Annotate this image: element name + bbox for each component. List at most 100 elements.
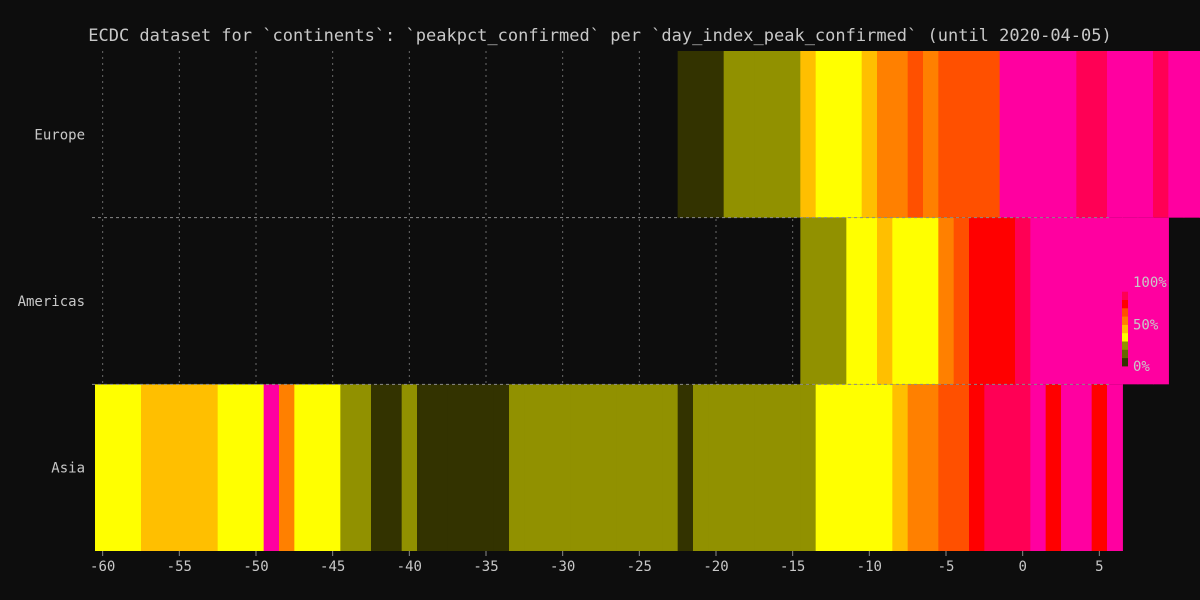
heatmap-cell [1061,217,1077,385]
colorbar-swatch [1122,324,1128,334]
heatmap-cell [570,384,587,551]
heatmap-cell [1153,217,1169,385]
heatmap-cell [1015,51,1031,218]
heatmap-cell [969,217,985,385]
heatmap-cell [141,384,157,551]
heatmap-cell [785,51,801,218]
heatmap-cell [938,217,955,385]
row-labels: Europe Americas Asia [18,127,85,476]
heatmap-cell [401,384,418,551]
x-tick-label: -35 [473,559,498,575]
heatmap-cell [1137,51,1154,218]
heatmap-cell [171,384,188,551]
heatmap-cell [999,217,1016,385]
heatmap-cell [984,384,1001,551]
heatmap-cell [800,384,817,551]
x-axis: -60 -55 -50 -45 -40 -35 -30 -25 -20 -15 -10 -5 0 5 [90,551,1104,575]
heatmap-cell [877,51,893,218]
heatmap-cell [861,384,878,551]
heatmap-cell [386,384,403,551]
heatmap-cell [815,51,832,218]
heatmap-cell [953,217,970,385]
heatmap-cell [1076,384,1093,551]
heatmap-cell [1015,384,1031,551]
heatmap-cell [248,384,265,551]
x-tick-label: -55 [167,559,192,575]
heatmap-cell [156,384,173,551]
heatmap-cell [417,384,433,551]
heatmap-cell [769,384,786,551]
colorbar-label: 0% [1133,359,1150,375]
heatmap-cell [769,51,786,218]
chart-title: ECDC dataset for `continents`: `peakpct_… [88,26,1112,46]
colorbar-swatch [1122,299,1128,309]
heatmap-cell [723,51,740,218]
colorbar-swatch [1122,349,1128,359]
heatmap-cell [831,51,847,218]
heatmap-cell [447,384,464,551]
heatmap-cell [110,384,127,551]
heatmap-cell [708,384,725,551]
heatmap-cell [233,384,249,551]
heatmap-cell [800,51,817,218]
heatmap-cell [923,217,939,385]
heatmap-cell [677,51,694,218]
heatmap-cell [831,384,847,551]
row-separators [92,217,1110,385]
heatmap-cell [202,384,219,551]
heatmap-cell [1076,51,1093,218]
heatmap-cell [861,217,878,385]
heatmap-cell [1030,217,1047,385]
heatmap-cell [693,384,709,551]
heatmap-cell [892,217,909,385]
heatmap-cell [1091,217,1108,385]
heatmap-cell [800,217,817,385]
heatmap-cell [1045,384,1062,551]
heatmap-cell [938,384,955,551]
x-tick-label: -25 [627,559,652,575]
heatmap-cell [1107,217,1123,385]
heatmap-cell [999,384,1016,551]
heatmap-cell [95,384,111,551]
row-label: Americas [18,294,85,310]
heatmap-cell [723,384,740,551]
heatmap-cell [1030,384,1047,551]
x-tick-label: -10 [857,559,882,575]
heatmap-cell [631,384,648,551]
heatmap-cell [601,384,617,551]
heatmap-cell [953,384,970,551]
heatmap-cell [984,51,1001,218]
heatmap-cell [524,384,541,551]
heatmap-cell [187,384,203,551]
heatmap-cell [1076,217,1093,385]
heatmap-cell [1137,217,1154,385]
heatmap-cell [846,384,863,551]
heatmap-cell [831,217,847,385]
heatmap-cell [371,384,387,551]
heatmap-cell [1183,51,1200,218]
heatmap-cell [279,384,295,551]
heatmap-cell [325,384,341,551]
colorbar-swatch [1122,307,1128,317]
colorbar-swatch [1122,341,1128,350]
heatmap-cell [693,51,709,218]
row-label: Asia [51,461,85,477]
heatmap-cell [1045,217,1062,385]
heatmap-cell [907,384,924,551]
heatmap-cell [938,51,955,218]
heatmap-cell [340,384,357,551]
colorbar-swatch [1122,357,1128,367]
heatmap-cell [739,384,755,551]
heatmap-cell [1091,384,1108,551]
heatmap-cell [1030,51,1047,218]
heatmap-cell [1153,51,1169,218]
x-tick-label: -40 [397,559,422,575]
heatmap-cell [1061,51,1077,218]
heatmap-cell [1015,217,1031,385]
x-tick-label: -15 [780,559,805,575]
heatmap-cell [1122,51,1139,218]
heatmap-cell [355,384,372,551]
heatmap-cell [309,384,326,551]
heatmap-cell [877,217,893,385]
